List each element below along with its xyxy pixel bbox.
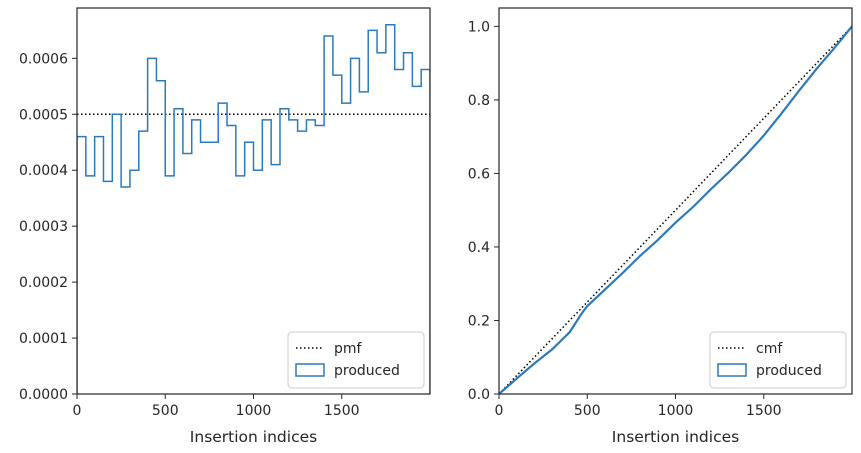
- legend: pmf produced: [287, 331, 425, 389]
- y-tick-label: 0.2: [468, 313, 490, 329]
- x-tick-label: 1000: [236, 403, 272, 419]
- legend-label: cmf: [756, 341, 783, 357]
- y-tick-label: 0.0005: [19, 107, 68, 123]
- x-axis-label: Insertion indices: [190, 428, 317, 446]
- y-tick-label: 0.4: [468, 240, 490, 256]
- x-tick-label: 1000: [658, 403, 694, 419]
- cmf-reference-line: [499, 25, 852, 394]
- plot-area: [77, 24, 430, 394]
- cmf-cumulative-panel: 0 500 1000 1500 0.0 0.2 0.4 0.6 0.8 1.0 Insertion …: [468, 7, 853, 446]
- y-tick-label: 0.0004: [19, 163, 68, 179]
- plot-area: [499, 25, 852, 394]
- legend-label: produced: [756, 363, 822, 379]
- y-tick-label: 0.0001: [19, 331, 68, 347]
- x-tick-label: 1500: [746, 403, 782, 419]
- x-tick-label: 0: [73, 403, 82, 419]
- legend-box: [709, 331, 847, 389]
- legend-box-swatch: [717, 363, 747, 377]
- legend-label: pmf: [334, 341, 363, 357]
- y-tick-label: 0.0: [468, 387, 490, 403]
- legend-box-swatch: [295, 363, 325, 377]
- pmf-histogram-panel: 0 500 1000 1500 0.0000 0.0001 0.0002 0.0003 0.00…: [19, 7, 431, 446]
- y-tick-label: 0.0003: [19, 219, 68, 235]
- x-tick-label: 1500: [324, 403, 360, 419]
- y-tick-label: 0.0002: [19, 275, 68, 291]
- x-tick-label: 500: [574, 403, 601, 419]
- x-tick-label: 500: [152, 403, 179, 419]
- legend: cmf produced: [709, 331, 847, 389]
- x-tick-label: 0: [495, 403, 504, 419]
- legend-label: produced: [334, 363, 400, 379]
- x-axis-label: Insertion indices: [612, 428, 739, 446]
- y-tick-label: 0.0000: [19, 387, 68, 403]
- produced-histogram-steps: [77, 24, 430, 394]
- legend-box: [287, 331, 425, 389]
- y-tick-label: 0.0006: [19, 51, 68, 67]
- y-tick-label: 1.0: [468, 19, 490, 35]
- y-tick-label: 0.6: [468, 166, 490, 182]
- produced-cumulative-line: [499, 25, 852, 394]
- y-tick-label: 0.8: [468, 93, 490, 109]
